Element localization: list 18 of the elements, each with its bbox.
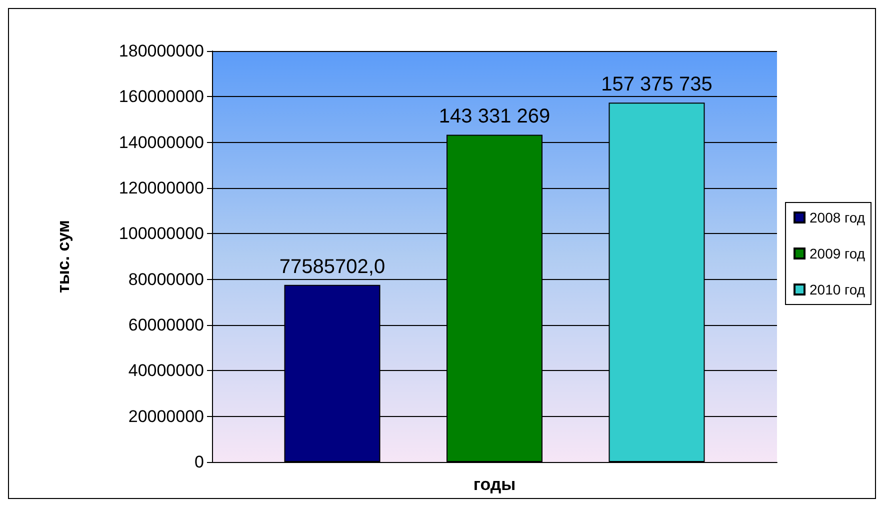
data-label: 143 331 269 — [438, 106, 550, 128]
data-label: 157 375 735 — [601, 74, 712, 96]
y-tick-label: 0 — [194, 452, 204, 472]
y-tick-label: 20000000 — [128, 406, 204, 426]
y-tick-label: 40000000 — [128, 361, 204, 380]
legend-label: 2008 год — [810, 210, 866, 226]
y-tick-label: 140000000 — [118, 132, 204, 152]
legend-label: 2010 год — [810, 282, 866, 298]
y-tick-label: 120000000 — [118, 178, 204, 198]
legend-label: 2009 год — [810, 246, 866, 262]
y-tick-label: 180000000 — [118, 42, 204, 60]
y-axis-title: тыс. сум — [54, 220, 73, 294]
y-tick-label: 80000000 — [128, 270, 204, 289]
x-axis-title: годы — [473, 475, 516, 494]
y-tick-label: 60000000 — [128, 316, 204, 334]
y-tick-label: 100000000 — [118, 224, 204, 244]
data-label: 77585702,0 — [279, 256, 386, 278]
y-tick-label: 160000000 — [118, 87, 204, 106]
